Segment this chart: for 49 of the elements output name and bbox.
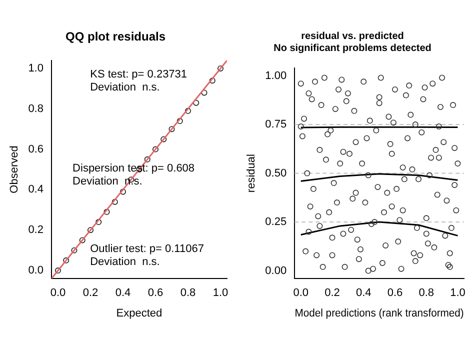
y-tick-label: 0.0 bbox=[28, 264, 44, 277]
y-tick-label: 1.0 bbox=[28, 62, 44, 75]
x-tick-label: 0.8 bbox=[418, 287, 434, 300]
y-tick-label: 0.6 bbox=[28, 143, 44, 156]
y-tick-label: 0.50 bbox=[265, 167, 287, 180]
point bbox=[209, 78, 216, 84]
point bbox=[144, 156, 150, 162]
x-tick-label: 0.0 bbox=[50, 287, 66, 300]
x-tick-label: 0.6 bbox=[387, 287, 403, 300]
point bbox=[160, 136, 167, 142]
point bbox=[168, 126, 175, 132]
x-tick-label: 0.6 bbox=[148, 287, 164, 300]
y-axis-title: Observed bbox=[8, 146, 21, 194]
chart-title: QQ plot residuals bbox=[65, 30, 166, 44]
point bbox=[87, 227, 94, 234]
point bbox=[176, 118, 183, 124]
point bbox=[218, 65, 224, 72]
y-tick-label: 0.00 bbox=[265, 264, 287, 277]
chart-subtitle: No significant problems detected bbox=[274, 42, 432, 54]
point bbox=[152, 146, 158, 152]
x-tick-label: 0.4 bbox=[356, 287, 372, 300]
y-tick-label: 0.2 bbox=[28, 224, 44, 236]
point bbox=[71, 247, 78, 254]
y-tick-label: 0.4 bbox=[28, 184, 44, 196]
x-tick-label: 0.8 bbox=[180, 287, 196, 300]
x-axis-title: Model predictions (rank transformed) bbox=[294, 307, 464, 320]
y-tick-label: 1.00 bbox=[265, 70, 287, 82]
point bbox=[96, 219, 102, 226]
y-tick-label: 0.25 bbox=[265, 216, 287, 228]
x-tick-label: 1.0 bbox=[450, 287, 466, 300]
point bbox=[112, 198, 118, 205]
x-tick-label: 0.2 bbox=[324, 287, 340, 300]
y-tick-label: 0.75 bbox=[265, 118, 287, 131]
y-tick-label: 0.8 bbox=[28, 102, 44, 115]
point bbox=[185, 108, 191, 114]
x-axis-title: Expected bbox=[116, 307, 162, 320]
x-tick-label: 0.0 bbox=[293, 287, 309, 300]
point bbox=[120, 188, 126, 195]
annotation: Outlier test: p= 0.11067 Deviation n.s. bbox=[90, 243, 204, 268]
annotation: KS test: p= 0.23731 Deviation n.s. bbox=[90, 68, 188, 94]
x-tick-label: 0.2 bbox=[82, 287, 98, 300]
chart-title: residual vs. predicted bbox=[301, 30, 404, 42]
point bbox=[104, 208, 110, 215]
point bbox=[79, 237, 86, 244]
x-tick-label: 0.4 bbox=[115, 287, 131, 300]
point bbox=[54, 268, 61, 274]
y-axis-title: residual bbox=[246, 154, 258, 193]
point bbox=[63, 257, 70, 264]
x-tick-label: 1.0 bbox=[212, 287, 228, 300]
